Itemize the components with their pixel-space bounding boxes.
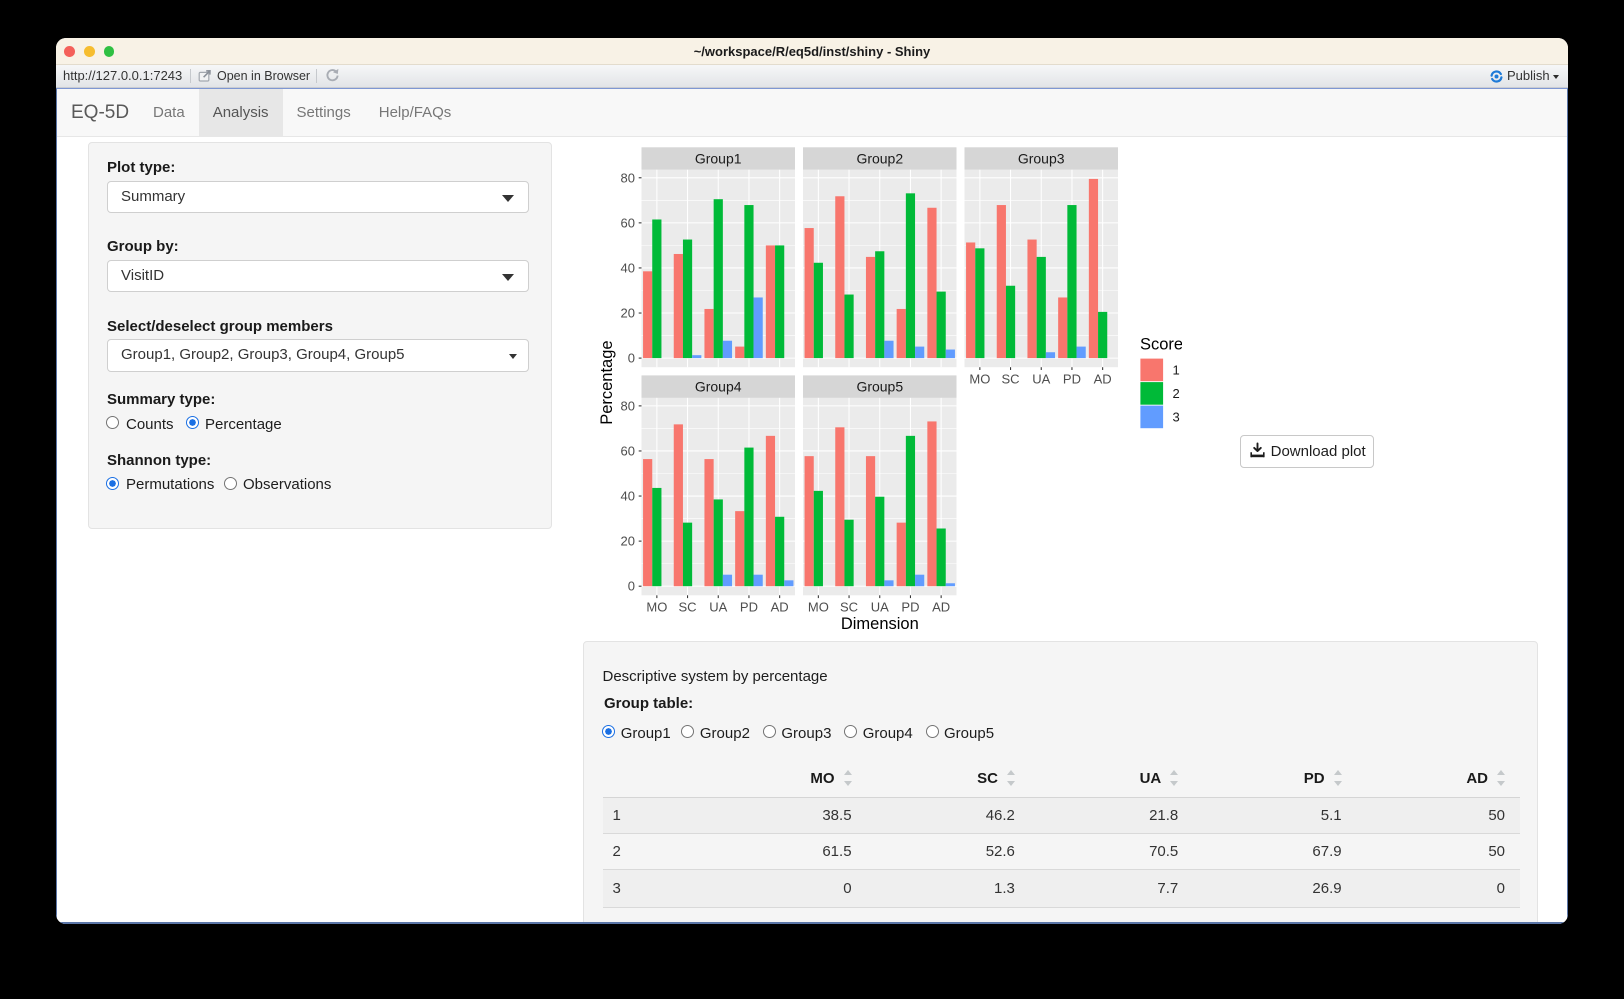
svg-text:SC: SC bbox=[840, 600, 858, 615]
svg-text:20: 20 bbox=[621, 534, 635, 549]
svg-text:Dimension: Dimension bbox=[841, 615, 919, 633]
svg-text:2: 2 bbox=[1173, 386, 1180, 401]
svg-text:UA: UA bbox=[1032, 371, 1050, 386]
svg-text:UA: UA bbox=[871, 600, 889, 615]
svg-text:SC: SC bbox=[1002, 371, 1020, 386]
svg-text:Group4: Group4 bbox=[695, 379, 742, 395]
svg-text:UA: UA bbox=[709, 600, 727, 615]
svg-text:AD: AD bbox=[932, 600, 950, 615]
svg-text:PD: PD bbox=[901, 600, 919, 615]
svg-text:MO: MO bbox=[646, 600, 667, 615]
svg-text:MO: MO bbox=[969, 371, 990, 386]
svg-text:MO: MO bbox=[808, 600, 829, 615]
svg-text:1: 1 bbox=[1173, 363, 1180, 378]
svg-text:20: 20 bbox=[621, 306, 635, 321]
svg-text:Group5: Group5 bbox=[856, 379, 903, 395]
svg-text:80: 80 bbox=[621, 398, 635, 413]
svg-text:AD: AD bbox=[1094, 371, 1112, 386]
svg-text:Group3: Group3 bbox=[1018, 151, 1065, 167]
svg-text:60: 60 bbox=[621, 443, 635, 458]
svg-text:Percentage: Percentage bbox=[598, 340, 616, 424]
svg-text:80: 80 bbox=[621, 170, 635, 185]
svg-text:Group1: Group1 bbox=[695, 151, 742, 167]
svg-text:PD: PD bbox=[1063, 371, 1081, 386]
svg-text:AD: AD bbox=[771, 600, 789, 615]
svg-text:PD: PD bbox=[740, 600, 758, 615]
svg-text:3: 3 bbox=[1173, 410, 1180, 425]
svg-text:SC: SC bbox=[679, 600, 697, 615]
svg-text:0: 0 bbox=[628, 579, 635, 594]
svg-text:40: 40 bbox=[621, 489, 635, 504]
svg-text:0: 0 bbox=[628, 351, 635, 366]
svg-text:40: 40 bbox=[621, 260, 635, 275]
svg-text:Group2: Group2 bbox=[856, 151, 903, 167]
svg-text:60: 60 bbox=[621, 215, 635, 230]
svg-text:Score: Score bbox=[1140, 336, 1182, 354]
